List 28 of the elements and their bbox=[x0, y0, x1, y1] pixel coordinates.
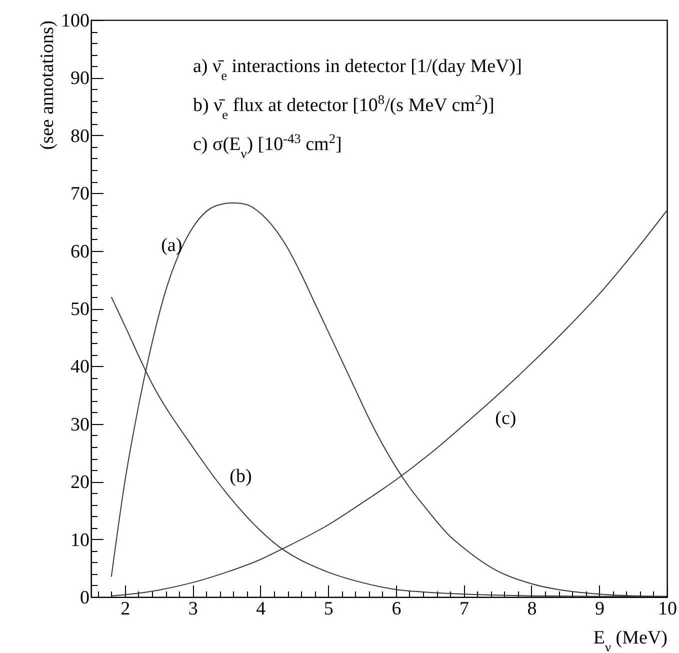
annotation: a) ν̄$_{e}$ interactions in detector [1/(day MeV)] bbox=[193, 56, 522, 82]
y-tick-label: 70 bbox=[70, 184, 90, 205]
y-tick-label: 0 bbox=[80, 588, 90, 608]
annotation: b) ν̄$_{e}$ flux at detector [10$^{8}$/(s MeV cm$^{2}$)] bbox=[193, 92, 494, 122]
y-tick-label: 30 bbox=[70, 414, 90, 436]
y-tick-label: 20 bbox=[70, 472, 90, 494]
y-tick-label: 80 bbox=[70, 126, 90, 147]
series-label: (a) bbox=[161, 235, 182, 256]
series-label: (b) bbox=[230, 466, 252, 487]
x-tick-label: 6 bbox=[392, 598, 402, 620]
y-tick-label: 100 bbox=[61, 10, 90, 32]
x-tick-label: 3 bbox=[188, 598, 198, 620]
x-tick-label: 10 bbox=[658, 598, 677, 620]
series-label: (c) bbox=[495, 408, 516, 430]
x-tick-label: 2 bbox=[120, 598, 130, 620]
x-tick-label: 4 bbox=[256, 598, 266, 620]
x-axis-title: E$_{ν}$ (MeV) bbox=[593, 628, 668, 653]
y-axis-title: (see annotations) bbox=[37, 20, 58, 150]
y-tick-label: 10 bbox=[70, 530, 90, 551]
y-tick-label: 90 bbox=[70, 68, 90, 90]
x-tick-label: 7 bbox=[459, 598, 469, 620]
y-tick-label: 50 bbox=[70, 299, 90, 320]
annotation: c) σ(E$_{ν}$) [10$^{-43}$ cm$^{2}$] bbox=[193, 130, 342, 160]
y-tick-label: 60 bbox=[70, 241, 90, 262]
y-tick-label: 40 bbox=[70, 356, 90, 378]
x-tick-label: 8 bbox=[527, 598, 537, 620]
x-tick-label: 5 bbox=[324, 598, 334, 620]
x-tick-label: 9 bbox=[594, 598, 604, 620]
